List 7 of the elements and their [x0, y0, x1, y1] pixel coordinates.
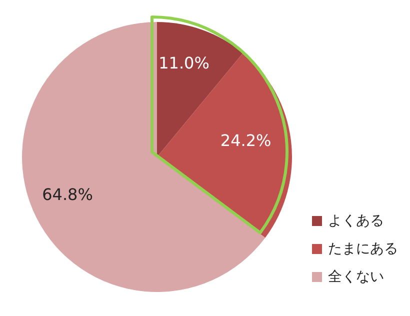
legend-label: たまにある — [328, 240, 398, 258]
legend-label: よくある — [328, 212, 384, 230]
legend-label: 全くない — [328, 268, 384, 286]
data-label: 11.0% — [158, 54, 210, 73]
pie-slice — [157, 52, 292, 238]
data-label: 24.2% — [220, 131, 272, 150]
data-label: 64.8% — [42, 184, 93, 204]
